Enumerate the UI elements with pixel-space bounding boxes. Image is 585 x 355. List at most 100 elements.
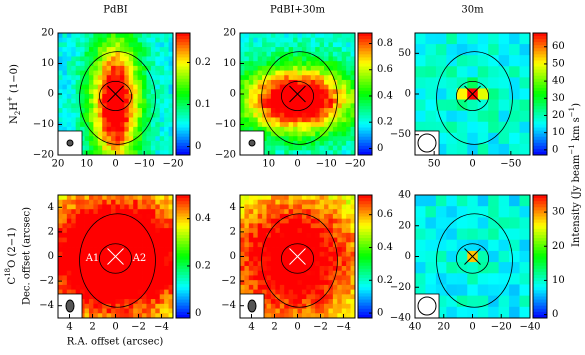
map-pixel xyxy=(58,99,63,104)
map-pixel xyxy=(129,38,134,43)
map-pixel xyxy=(244,200,249,205)
map-pixel xyxy=(337,38,342,43)
map-pixel xyxy=(71,108,76,113)
map-pixel xyxy=(337,242,342,247)
map-pixel xyxy=(142,113,147,118)
map-pixel xyxy=(306,299,311,304)
map-pixel xyxy=(76,233,81,238)
colorbar-step xyxy=(533,118,547,122)
map-pixel xyxy=(306,66,311,71)
map-pixel xyxy=(71,233,76,238)
map-pixel xyxy=(164,309,169,314)
map-pixel xyxy=(124,223,129,228)
colorbar-step xyxy=(358,263,372,267)
map-pixel xyxy=(467,77,478,88)
map-pixel xyxy=(302,66,307,71)
map-pixel xyxy=(120,38,125,43)
map-pixel xyxy=(320,242,325,247)
colorbar-step xyxy=(176,48,190,52)
map-pixel xyxy=(85,238,90,243)
map-pixel xyxy=(509,296,520,308)
map-pixel xyxy=(311,75,316,80)
map-pixel xyxy=(142,71,147,76)
beam xyxy=(248,300,256,312)
map-pixel xyxy=(271,275,276,280)
map-pixel xyxy=(160,280,165,285)
map-pixel xyxy=(98,294,103,299)
map-pixel xyxy=(253,200,258,205)
map-pixel xyxy=(315,94,320,99)
map-pixel xyxy=(124,285,129,290)
map-pixel xyxy=(244,228,249,233)
map-pixel xyxy=(62,238,67,243)
map-pixel xyxy=(311,266,316,271)
map-pixel xyxy=(333,47,338,52)
colorbar-step xyxy=(358,309,372,313)
colorbar-tick-label: 0 xyxy=(195,141,201,152)
map-pixel xyxy=(320,290,325,295)
map-pixel xyxy=(111,99,116,104)
map-pixel xyxy=(520,240,531,252)
map-pixel xyxy=(306,285,311,290)
map-pixel xyxy=(346,238,351,243)
map-pixel xyxy=(155,80,160,85)
map-pixel xyxy=(164,280,169,285)
map-pixel xyxy=(342,75,347,80)
map-pixel xyxy=(342,214,347,219)
map-pixel xyxy=(271,47,276,52)
map-pixel xyxy=(258,275,263,280)
map-pixel xyxy=(337,75,342,80)
colorbar-tick-label: 10 xyxy=(552,127,565,138)
map-pixel xyxy=(102,33,107,38)
map-pixel xyxy=(337,127,342,132)
y-tick-label: −4 xyxy=(221,300,236,311)
map-pixel xyxy=(249,195,254,200)
map-pixel xyxy=(67,103,72,108)
map-pixel xyxy=(98,85,103,90)
map-pixel xyxy=(138,108,143,113)
map-pixel xyxy=(306,61,311,66)
map-pixel xyxy=(337,141,342,146)
map-pixel xyxy=(499,217,510,229)
map-pixel xyxy=(342,52,347,57)
colorbar-step xyxy=(533,284,547,288)
map-pixel xyxy=(80,285,85,290)
map-pixel xyxy=(298,280,303,285)
map-pixel xyxy=(298,99,303,104)
colorbar-label-part: −1 xyxy=(568,107,576,117)
map-pixel xyxy=(324,146,329,151)
map-pixel xyxy=(298,290,303,295)
map-pixel xyxy=(342,113,347,118)
map-pixel xyxy=(133,309,138,314)
colorbar-step xyxy=(533,281,547,285)
colorbar-step xyxy=(533,48,547,52)
colorbar-step xyxy=(358,79,372,83)
map-pixel xyxy=(333,285,338,290)
map-pixel xyxy=(346,80,351,85)
map-pixel xyxy=(315,89,320,94)
map-pixel xyxy=(98,132,103,137)
map-pixel xyxy=(93,127,98,132)
map-pixel xyxy=(253,252,258,257)
map-pixel xyxy=(488,251,499,263)
map-pixel xyxy=(155,228,160,233)
map-pixel xyxy=(249,252,254,257)
map-pixel xyxy=(258,195,263,200)
map-pixel xyxy=(155,200,160,205)
map-pixel xyxy=(275,33,280,38)
map-pixel xyxy=(142,238,147,243)
map-pixel xyxy=(253,75,258,80)
colorbar-step xyxy=(358,82,372,86)
map-pixel xyxy=(129,127,134,132)
map-pixel xyxy=(142,204,147,209)
map-pixel xyxy=(71,42,76,47)
x-tick-label: 0 xyxy=(469,159,475,170)
map-pixel xyxy=(337,85,342,90)
map-pixel xyxy=(102,261,107,266)
map-pixel xyxy=(425,33,436,44)
map-pixel xyxy=(520,296,531,308)
map-pixel xyxy=(62,113,67,118)
colorbar-tick-label: 30 xyxy=(552,93,565,104)
map-pixel xyxy=(98,47,103,52)
map-pixel xyxy=(111,242,116,247)
